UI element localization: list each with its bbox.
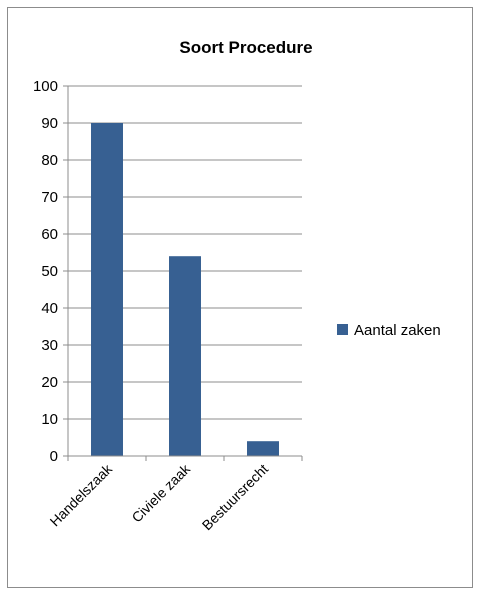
bars bbox=[91, 123, 279, 456]
y-tick-label: 40 bbox=[41, 300, 58, 317]
x-category-label: Handelszaak bbox=[47, 460, 116, 529]
y-tick-label: 50 bbox=[41, 263, 58, 280]
y-tick-label: 20 bbox=[41, 374, 58, 391]
chart-title: Soort Procedure bbox=[179, 38, 312, 57]
y-tick-label: 30 bbox=[41, 337, 58, 354]
legend-swatch bbox=[337, 324, 348, 335]
legend-label: Aantal zaken bbox=[354, 322, 441, 339]
x-category-label: Bestuursrecht bbox=[199, 461, 271, 533]
chart-frame bbox=[7, 7, 473, 588]
y-tick-label: 100 bbox=[33, 78, 58, 95]
y-tick-label: 60 bbox=[41, 226, 58, 243]
legend: Aantal zaken bbox=[337, 322, 441, 339]
y-tick-label: 90 bbox=[41, 115, 58, 132]
y-tick-label: 0 bbox=[50, 448, 58, 465]
y-axis: 0 10 20 30 40 50 60 70 80 90 100 bbox=[33, 78, 69, 465]
bar-handelszaak bbox=[91, 123, 123, 456]
bar-bestuursrecht bbox=[247, 441, 279, 456]
x-category-label: Civiele zaak bbox=[128, 460, 193, 525]
y-tick-label: 80 bbox=[41, 152, 58, 169]
y-tick-label: 70 bbox=[41, 189, 58, 206]
bar-civiele-zaak bbox=[169, 256, 201, 456]
x-axis: Handelszaak Civiele zaak Bestuursrecht bbox=[47, 455, 303, 533]
y-tick-label: 10 bbox=[41, 411, 58, 428]
